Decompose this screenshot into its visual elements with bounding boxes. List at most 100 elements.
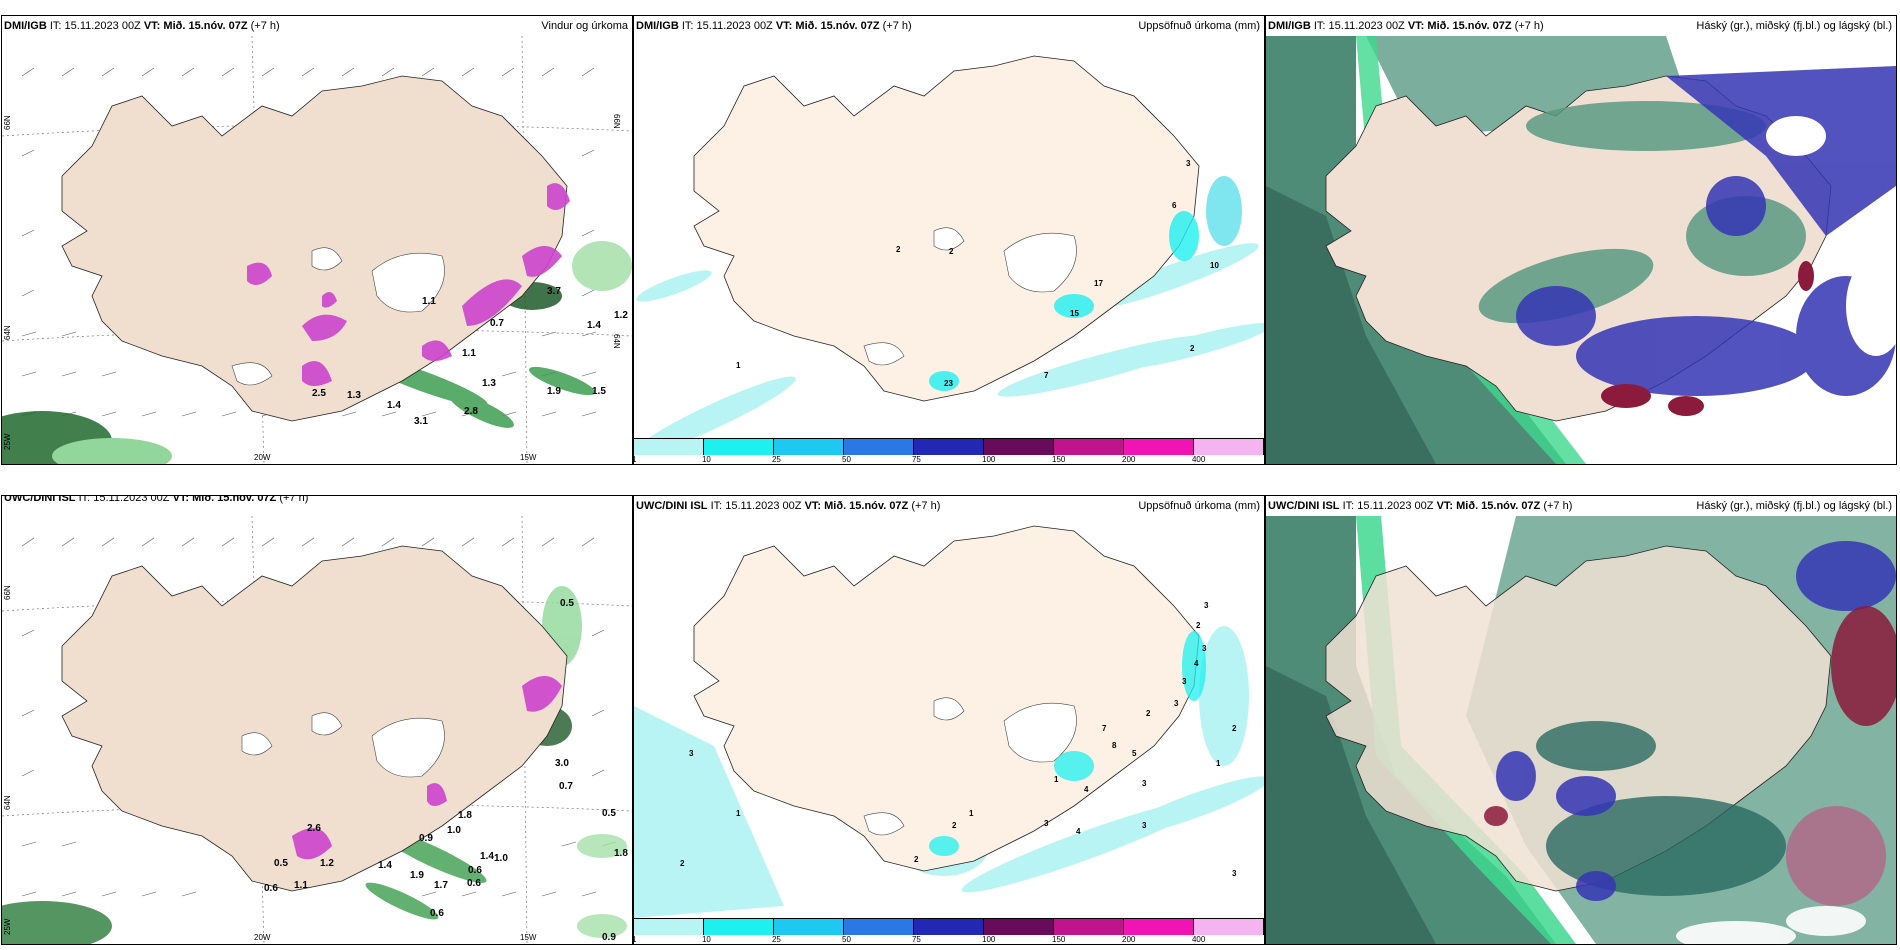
lead-time: (+7 h) <box>882 20 912 32</box>
legend-swatch <box>914 439 984 455</box>
value-label: 8 <box>1112 741 1117 750</box>
grid-label: 64N <box>3 325 12 340</box>
legend-swatch <box>844 439 914 455</box>
legend-label: 150 <box>1052 935 1066 944</box>
map-clouds <box>1266 516 1896 944</box>
value-label: 3.7 <box>547 286 561 297</box>
value-label: 1 <box>1216 759 1221 768</box>
init-time: 15.11.2023 00Z <box>93 495 170 504</box>
value-label: 1.8 <box>458 810 472 821</box>
model-name: DMI/IGB <box>4 20 47 32</box>
legend-swatch <box>984 439 1054 455</box>
value-label: 1 <box>736 361 741 370</box>
value-label: 2 <box>1190 344 1195 353</box>
value-label: 1.5 <box>592 386 606 397</box>
value-label: 2 <box>914 855 919 864</box>
grid-label: 64N <box>3 795 12 810</box>
value-label: 2 <box>680 859 685 868</box>
legend-swatch <box>774 439 844 455</box>
valid-time: Mið. 15.nóv. 07Z <box>163 20 248 32</box>
legend-label: 1 <box>634 935 636 944</box>
grid-label: 15W <box>520 933 537 942</box>
value-label: 2.6 <box>307 823 321 834</box>
panel-header: UWC/DINI ISL IT: 15.11.2023 00Z VT: Mið.… <box>634 496 1264 516</box>
map-accum-precip: 3 2 3 4 3 3 2 5 8 7 2 1 4 3 1 2 3 4 3 3 … <box>634 516 1264 918</box>
value-label: 1.4 <box>387 400 401 411</box>
value-label: 3 <box>1182 677 1187 686</box>
legend-swatch <box>1194 439 1264 455</box>
panel-header: DMI/IGB IT: 15.11.2023 00Z VT: Mið. 15.n… <box>2 16 632 36</box>
value-label: 1.2 <box>614 310 628 321</box>
value-label: 1.1 <box>462 348 476 359</box>
grid-label: 66N <box>3 115 12 130</box>
model-name: UWC/DINI ISL <box>4 495 76 504</box>
value-label: 10 <box>1210 261 1219 270</box>
legend-label: 200 <box>1122 455 1136 464</box>
panel-wind-precip-dmi: DMI/IGB IT: 15.11.2023 00Z VT: Mið. 15.n… <box>1 15 633 465</box>
legend-swatch <box>634 439 704 455</box>
field-title: Vindur og úrkoma <box>541 20 628 32</box>
grid-label: 25W <box>3 433 12 450</box>
value-label: 2.8 <box>464 406 478 417</box>
legend-swatch <box>1124 919 1194 935</box>
lead-time: (+7 h) <box>279 495 309 504</box>
field-title: Háský (gr.), miðský (fj.bl.) og lágský (… <box>1696 20 1892 32</box>
panel-header: DMI/IGB IT: 15.11.2023 00Z VT: Mið. 15.n… <box>1266 16 1896 36</box>
legend-labels: 1 10 25 50 75 100 150 200 400 <box>634 455 1264 464</box>
grid-label: 66N <box>612 114 621 129</box>
value-label: 6 <box>1172 201 1177 210</box>
value-label: 1 <box>969 809 974 818</box>
legend-swatch <box>704 439 774 455</box>
legend-swatch <box>1054 919 1124 935</box>
panel-clouds-dmi: DMI/IGB IT: 15.11.2023 00Z VT: Mið. 15.n… <box>1265 15 1897 465</box>
lead-time: (+7 h) <box>250 20 280 32</box>
legend-label: 50 <box>842 455 851 464</box>
init-time: 15.11.2023 00Z <box>696 20 773 32</box>
value-label: 4 <box>1194 659 1199 668</box>
panel-clouds-uwc: UWC/DINI ISL IT: 15.11.2023 00Z VT: Mið.… <box>1265 495 1897 945</box>
legend-label: 400 <box>1191 455 1206 464</box>
legend-label: 100 <box>982 935 996 944</box>
value-label: 1 <box>736 809 741 818</box>
value-label: 1.0 <box>447 825 461 836</box>
legend-labels: 1 10 25 50 75 100 150 200 400 <box>634 935 1264 944</box>
init-time: 15.11.2023 00Z <box>1357 500 1434 512</box>
legend-swatch <box>984 919 1054 935</box>
field-title: Háský (gr.), miðský (fj.bl.) og lágský (… <box>1696 500 1892 512</box>
value-label: 3 <box>1044 819 1049 828</box>
legend-label: 400 <box>1191 935 1206 944</box>
panel-header: DMI/IGB IT: 15.11.2023 00Z VT: Mið. 15.n… <box>634 16 1264 36</box>
grid-label: 66N <box>3 585 12 600</box>
model-name: DMI/IGB <box>636 20 679 32</box>
lead-time: (+7 h) <box>1514 20 1544 32</box>
value-label: 1.3 <box>347 390 361 401</box>
precip-legend: 1 10 25 50 75 100 150 200 400 <box>634 438 1264 464</box>
panel-accum-precip-dmi: DMI/IGB IT: 15.11.2023 00Z VT: Mið. 15.n… <box>633 15 1265 465</box>
legend-label: 1 <box>634 455 636 464</box>
valid-time: Mið. 15.nóv. 07Z <box>824 500 909 512</box>
legend-color-bar <box>634 438 1264 455</box>
value-label: 1 <box>1054 775 1059 784</box>
value-label: 3 <box>1174 699 1179 708</box>
value-label: 3 <box>1142 779 1147 788</box>
value-label: 3 <box>689 749 694 758</box>
value-label: 17 <box>1094 279 1103 288</box>
lead-time: (+7 h) <box>1543 500 1573 512</box>
value-label: 2 <box>1196 621 1201 630</box>
legend-label: 10 <box>701 935 711 944</box>
map-wind-precip: 3.7 1.4 0.7 1.9 1.5 2.5 1.3 1.4 3.1 1.3 … <box>2 36 632 464</box>
value-label: 2 <box>949 247 954 256</box>
value-label: 3.0 <box>555 758 569 769</box>
value-label: 1.8 <box>614 848 628 859</box>
legend-label: 75 <box>911 455 921 464</box>
value-label: 3 <box>1232 869 1237 878</box>
value-label: 5 <box>1132 749 1137 758</box>
value-label: 23 <box>944 379 953 388</box>
value-label: 0.5 <box>560 598 574 609</box>
value-label: 2 <box>896 245 901 254</box>
grid-label: 64N <box>612 334 621 349</box>
legend-swatch <box>844 919 914 935</box>
legend-color-bar <box>634 918 1264 935</box>
value-label: 3 <box>1186 159 1191 168</box>
value-label: 0.6 <box>467 878 481 889</box>
